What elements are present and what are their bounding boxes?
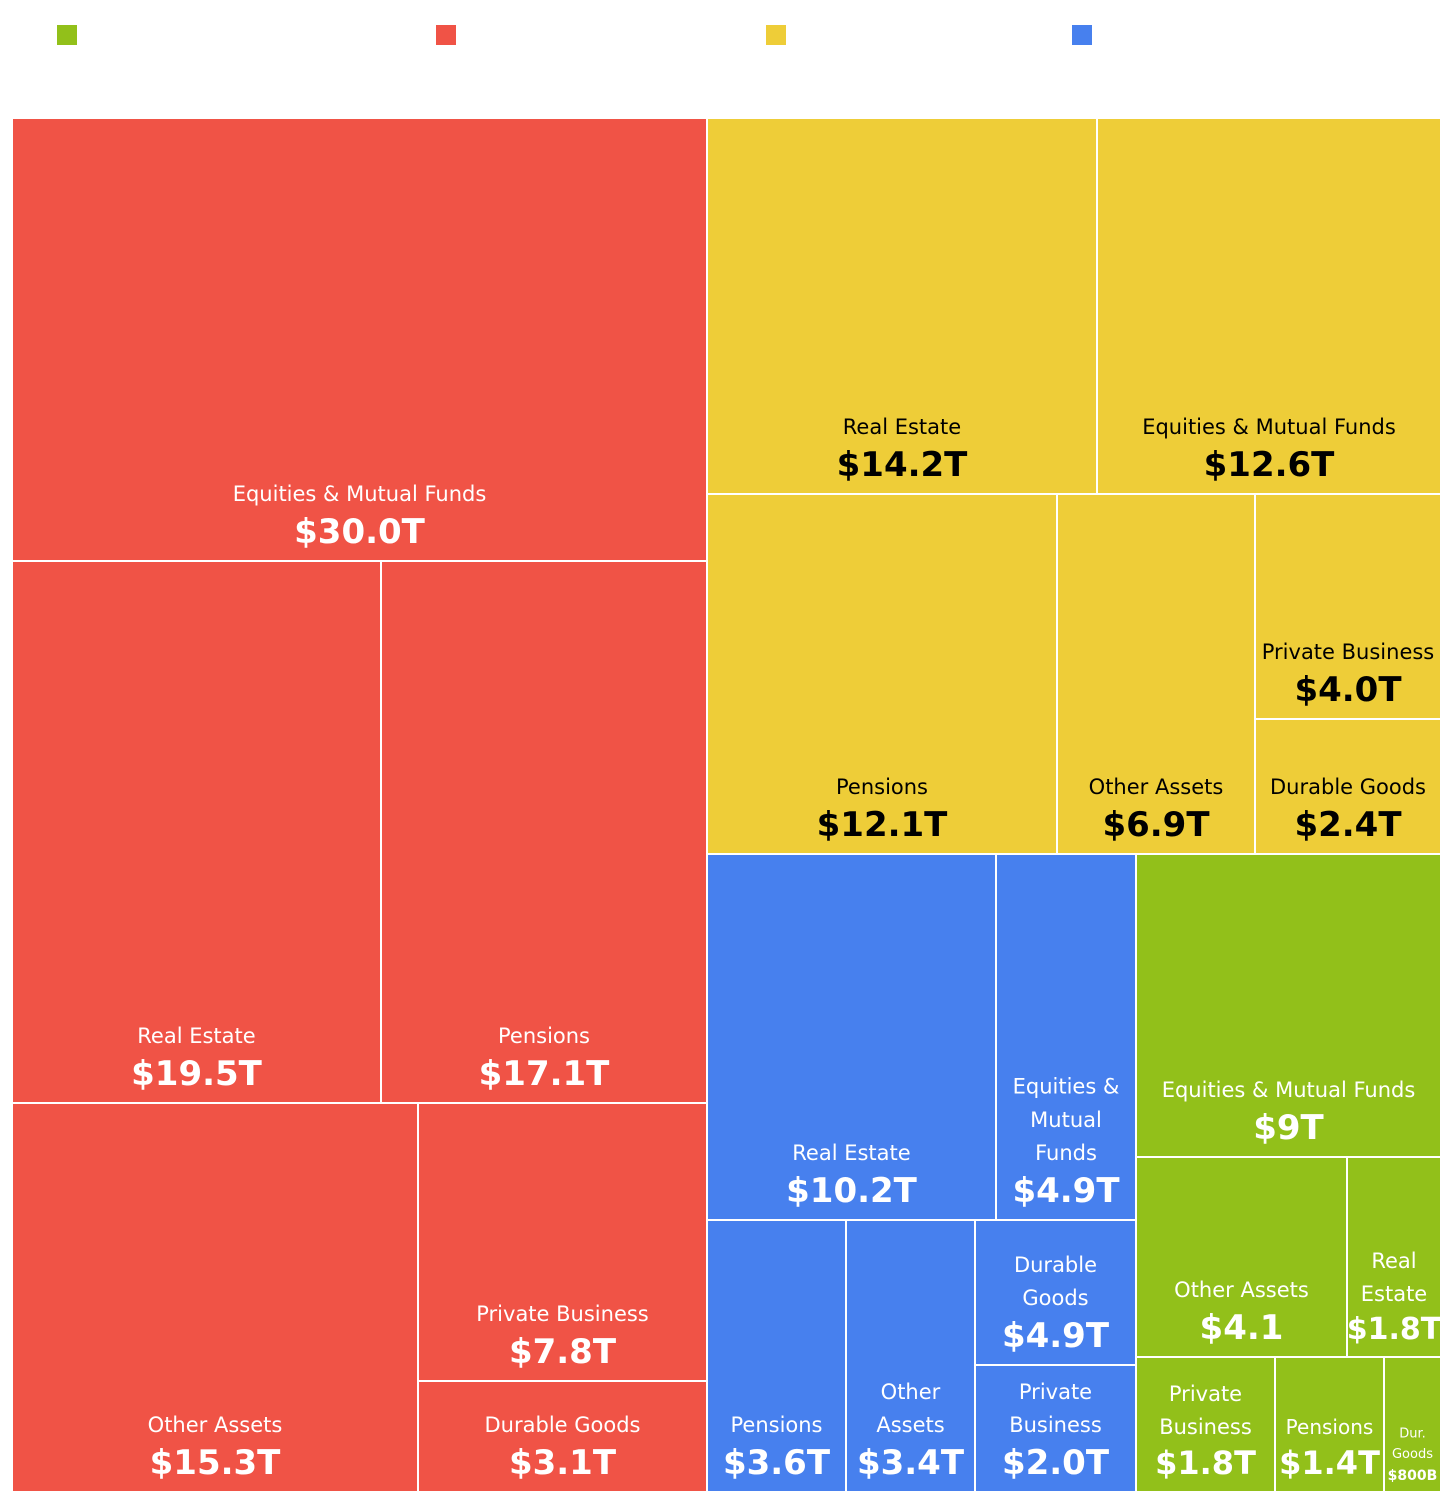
tile-label-g3-pensions: Pensions	[1286, 1415, 1374, 1439]
tile-label-g0-pensions: Pensions	[498, 1024, 590, 1048]
tile-label-g0-other-assets: Other Assets	[148, 1413, 283, 1437]
tile-value-g1-private-business: $4.0T	[1294, 670, 1402, 710]
tile-g2-durable-goods	[976, 1221, 1135, 1364]
tile-value-g1-pensions: $12.1T	[817, 805, 949, 845]
tile-g3-private-business	[1137, 1358, 1274, 1491]
tile-g0-durable-goods	[419, 1382, 706, 1491]
tile-label-g1-real-estate: Real Estate	[843, 415, 961, 439]
tile-g3-equities-and-mutual-funds	[1137, 855, 1440, 1156]
tile-g3-dur-goods	[1385, 1358, 1440, 1491]
tile-label-g2-durable-goods: Durable Goods	[1014, 1253, 1097, 1310]
tile-value-g0-equities-and-mutual-funds: $30.0T	[294, 512, 426, 552]
tile-g0-other-assets	[13, 1104, 417, 1491]
legend	[0, 0, 1456, 110]
tile-g0-pensions	[382, 562, 706, 1102]
legend-swatch-blue	[1072, 25, 1092, 45]
tile-label-g1-equities-and-mutual-funds: Equities & Mutual Funds	[1142, 415, 1396, 439]
tile-g2-real-estate	[708, 855, 995, 1219]
tile-label-g1-private-business: Private Business	[1262, 640, 1435, 664]
tile-g2-pensions	[708, 1221, 845, 1491]
tile-value-g3-dur-goods: $800B	[1388, 1468, 1438, 1484]
tile-value-g1-real-estate: $14.2T	[837, 445, 969, 485]
tile-value-g2-real-estate: $10.2T	[786, 1171, 918, 1211]
tile-g3-pensions	[1276, 1358, 1383, 1491]
legend-swatch-green	[57, 25, 77, 45]
tile-value-g0-pensions: $17.1T	[479, 1054, 611, 1094]
tile-g3-other-assets	[1137, 1158, 1346, 1356]
tile-label-g0-real-estate: Real Estate	[137, 1024, 255, 1048]
tile-label-g0-durable-goods: Durable Goods	[485, 1413, 641, 1437]
tile-value-g0-real-estate: $19.5T	[131, 1054, 263, 1094]
tile-value-g1-other-assets: $6.9T	[1102, 805, 1210, 845]
tile-value-g0-other-assets: $15.3T	[150, 1443, 282, 1483]
tile-value-g2-private-business: $2.0T	[1002, 1443, 1110, 1483]
tile-value-g2-durable-goods: $4.9T	[1002, 1316, 1110, 1356]
tile-label-g3-other-assets: Other Assets	[1174, 1278, 1309, 1302]
tile-label-g1-pensions: Pensions	[836, 775, 928, 799]
tile-value-g0-private-business: $7.8T	[509, 1332, 617, 1372]
tile-label-g1-durable-goods: Durable Goods	[1270, 775, 1426, 799]
legend-swatch-red	[436, 25, 456, 45]
tile-label-g3-real-estate: Real Estate	[1361, 1249, 1427, 1306]
tile-g1-other-assets	[1058, 495, 1254, 853]
tile-g2-private-business	[976, 1366, 1135, 1491]
tile-g2-other-assets	[847, 1221, 974, 1491]
tile-value-g3-real-estate: $1.8T	[1347, 1312, 1442, 1347]
tile-g1-equities-and-mutual-funds	[1098, 119, 1440, 493]
tile-value-g3-private-business: $1.8T	[1155, 1444, 1256, 1482]
tile-label-g2-pensions: Pensions	[730, 1413, 822, 1437]
tile-value-g2-equities-and-mutual-funds: $4.9T	[1012, 1171, 1120, 1211]
tile-value-g3-equities-and-mutual-funds: $9T	[1253, 1108, 1324, 1148]
tile-label-g2-real-estate: Real Estate	[792, 1141, 910, 1165]
tile-label-g3-private-business: Private Business	[1159, 1382, 1252, 1439]
tile-g0-real-estate	[13, 562, 380, 1102]
tile-g0-equities-and-mutual-funds	[13, 119, 706, 560]
tile-value-g2-other-assets: $3.4T	[857, 1443, 965, 1483]
tile-label-g1-other-assets: Other Assets	[1089, 775, 1224, 799]
tile-value-g1-equities-and-mutual-funds: $12.6T	[1204, 445, 1336, 485]
tile-value-g3-other-assets: $4.1	[1200, 1308, 1284, 1348]
tile-value-g0-durable-goods: $3.1T	[509, 1443, 617, 1483]
tile-label-g2-other-assets: Other Assets	[876, 1380, 944, 1437]
tile-g0-private-business	[419, 1104, 706, 1380]
tile-value-g1-durable-goods: $2.4T	[1294, 805, 1402, 845]
tile-label-g0-private-business: Private Business	[476, 1302, 649, 1326]
tile-label-g2-equities-and-mutual-funds: Equities & Mutual Funds	[1013, 1075, 1120, 1165]
tile-g3-real-estate	[1348, 1158, 1440, 1356]
tile-label-g0-equities-and-mutual-funds: Equities & Mutual Funds	[233, 482, 487, 506]
tile-g1-private-business	[1256, 495, 1440, 718]
tile-value-g2-pensions: $3.6T	[723, 1443, 831, 1483]
tile-g2-equities-and-mutual-funds	[997, 855, 1135, 1219]
tile-g1-pensions	[708, 495, 1056, 853]
legend-swatch-yellow	[766, 25, 786, 45]
tile-g1-real-estate	[708, 119, 1096, 493]
tile-label-g3-equities-and-mutual-funds: Equities & Mutual Funds	[1162, 1078, 1416, 1102]
tile-label-g3-dur-goods: Dur. Goods	[1392, 1426, 1433, 1462]
tile-value-g3-pensions: $1.4T	[1279, 1444, 1380, 1482]
tile-label-g2-private-business: Private Business	[1009, 1380, 1102, 1437]
tile-g1-durable-goods	[1256, 720, 1440, 853]
